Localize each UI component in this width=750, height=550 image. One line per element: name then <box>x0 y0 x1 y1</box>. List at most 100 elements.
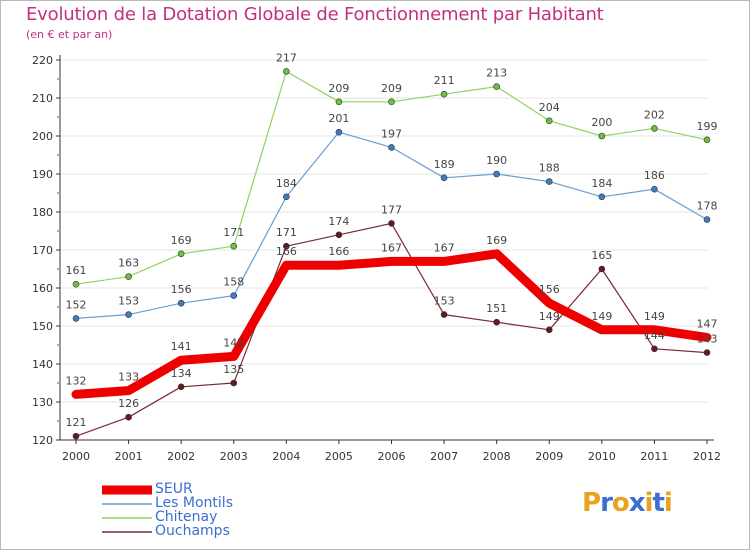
data-label-les-montils: 156 <box>171 283 192 296</box>
y-tick-label: 190 <box>32 168 53 181</box>
data-label-les-montils: 201 <box>328 112 349 125</box>
data-point-chitenay <box>178 251 184 257</box>
data-label-chitenay: 202 <box>644 108 665 121</box>
data-point-ouchamps <box>389 220 395 226</box>
data-label-chitenay: 213 <box>486 67 507 80</box>
data-label-ouchamps: 144 <box>644 329 665 342</box>
data-point-ouchamps <box>599 266 605 272</box>
data-point-ouchamps <box>178 384 184 390</box>
x-tick-label: 2003 <box>220 450 248 463</box>
x-tick-label: 2010 <box>588 450 616 463</box>
data-label-seur: 166 <box>328 245 349 258</box>
data-point-ouchamps <box>494 319 500 325</box>
data-point-ouchamps <box>651 346 657 352</box>
y-tick-label: 200 <box>32 130 53 143</box>
data-label-les-montils: 158 <box>223 276 244 289</box>
data-label-les-montils: 152 <box>66 298 87 311</box>
data-point-seur <box>72 390 80 398</box>
y-tick-label: 180 <box>32 206 53 219</box>
x-tick-label: 2007 <box>430 450 458 463</box>
logo-letter: r <box>600 488 612 518</box>
data-point-ouchamps <box>73 433 79 439</box>
data-label-ouchamps: 171 <box>276 226 297 239</box>
y-tick-label: 170 <box>32 244 53 257</box>
x-tick-label: 2011 <box>640 450 668 463</box>
data-label-les-montils: 197 <box>381 127 402 140</box>
legend-label-chitenay: Chitenay <box>155 510 217 524</box>
data-point-ouchamps <box>336 232 342 238</box>
x-tick-label: 2005 <box>325 450 353 463</box>
y-tick-label: 220 <box>32 54 53 67</box>
data-point-les-montils <box>651 186 657 192</box>
data-point-seur <box>598 326 606 334</box>
legend-label-seur: SEUR <box>155 482 193 496</box>
data-point-les-montils <box>389 144 395 150</box>
data-label-ouchamps: 153 <box>434 295 455 308</box>
logo-letter: t <box>652 488 663 518</box>
data-label-ouchamps: 121 <box>66 416 87 429</box>
x-tick-label: 2008 <box>483 450 511 463</box>
data-point-les-montils <box>73 315 79 321</box>
y-tick-label: 210 <box>32 92 53 105</box>
data-point-chitenay <box>494 84 500 90</box>
data-point-chitenay <box>441 91 447 97</box>
data-point-les-montils <box>546 179 552 185</box>
data-point-chitenay <box>599 133 605 139</box>
logo-letter: P <box>582 488 600 518</box>
x-tick-label: 2006 <box>378 450 406 463</box>
data-label-chitenay: 209 <box>381 82 402 95</box>
data-label-seur: 166 <box>276 245 297 258</box>
data-label-chitenay: 199 <box>697 120 718 133</box>
data-point-chitenay <box>704 137 710 143</box>
data-point-seur <box>545 299 553 307</box>
data-point-les-montils <box>231 293 237 299</box>
x-tick-label: 2009 <box>535 450 563 463</box>
data-label-chitenay: 161 <box>66 264 87 277</box>
data-label-chitenay: 211 <box>434 74 455 87</box>
data-point-les-montils <box>441 175 447 181</box>
data-point-les-montils <box>126 312 132 318</box>
data-label-ouchamps: 149 <box>539 310 560 323</box>
data-label-ouchamps: 143 <box>697 333 718 346</box>
data-label-ouchamps: 174 <box>328 215 349 228</box>
data-label-seur: 147 <box>697 317 718 330</box>
x-tick-label: 2012 <box>693 450 721 463</box>
data-point-seur <box>282 261 290 269</box>
data-point-chitenay <box>546 118 552 124</box>
data-label-seur: 141 <box>171 340 192 353</box>
y-tick-label: 130 <box>32 396 53 409</box>
data-label-ouchamps: 165 <box>591 249 612 262</box>
data-point-les-montils <box>336 129 342 135</box>
data-point-les-montils <box>599 194 605 200</box>
data-point-chitenay <box>73 281 79 287</box>
data-label-seur: 167 <box>381 241 402 254</box>
data-label-seur: 142 <box>223 336 244 349</box>
data-label-seur: 167 <box>434 241 455 254</box>
data-point-ouchamps <box>441 312 447 318</box>
data-label-les-montils: 178 <box>697 200 718 213</box>
data-point-chitenay <box>283 68 289 74</box>
data-point-seur <box>440 257 448 265</box>
logo-letter: i <box>664 488 672 518</box>
proxiti-logo: Proxiti <box>582 488 672 518</box>
y-tick-label: 150 <box>32 320 53 333</box>
data-label-chitenay: 200 <box>591 116 612 129</box>
logo-letter: x <box>629 488 645 518</box>
x-tick-label: 2002 <box>167 450 195 463</box>
data-label-seur: 132 <box>66 374 87 387</box>
data-point-seur <box>125 387 133 395</box>
data-point-chitenay <box>651 125 657 131</box>
data-point-chitenay <box>336 99 342 105</box>
data-point-ouchamps <box>546 327 552 333</box>
data-point-ouchamps <box>704 350 710 356</box>
data-point-ouchamps <box>231 380 237 386</box>
data-label-chitenay: 217 <box>276 51 297 64</box>
data-label-chitenay: 204 <box>539 101 560 114</box>
data-label-seur: 149 <box>591 310 612 323</box>
x-tick-label: 2004 <box>272 450 300 463</box>
data-label-les-montils: 189 <box>434 158 455 171</box>
legend-label-ouchamps: Ouchamps <box>155 524 230 538</box>
data-point-seur <box>493 250 501 258</box>
data-point-chitenay <box>126 274 132 280</box>
data-point-seur <box>177 356 185 364</box>
